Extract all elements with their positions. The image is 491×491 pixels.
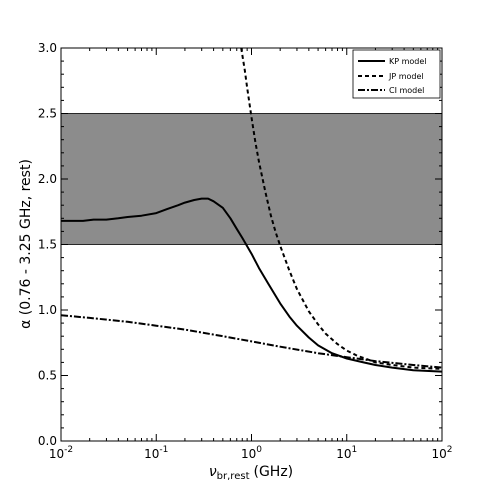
series-line-jp xyxy=(240,48,442,370)
legend-label-kp: KP model xyxy=(389,57,427,66)
y-tick-label: 0.5 xyxy=(38,369,57,383)
plot-frame xyxy=(60,47,443,442)
legend-label-jp: JP model xyxy=(388,72,424,81)
x-axis-label: νbr,rest (GHz) xyxy=(209,464,293,482)
x-tick-label: 10-2 xyxy=(49,445,73,461)
y-tick-label: 3.0 xyxy=(38,41,57,55)
series-line-ci xyxy=(61,314,442,369)
y-tick-label: 0.0 xyxy=(38,434,57,448)
legend-label-ci: CI model xyxy=(389,86,424,95)
x-tick-label: 102 xyxy=(431,445,452,461)
x-tick-label: 100 xyxy=(241,445,262,461)
y-tick-label: 1.0 xyxy=(38,303,57,317)
legend: KP model JP model CI model xyxy=(352,49,441,99)
y-tick-label: 1.5 xyxy=(38,238,57,252)
y-tick-label: 2.0 xyxy=(38,172,57,186)
y-tick-label: 2.5 xyxy=(38,107,57,121)
x-tick-label: 10-1 xyxy=(144,445,168,461)
shaded-band xyxy=(61,113,442,245)
y-axis-label: α (0.76 - 3.25 GHz, rest) xyxy=(18,159,34,329)
x-tick-label: 101 xyxy=(336,445,357,461)
